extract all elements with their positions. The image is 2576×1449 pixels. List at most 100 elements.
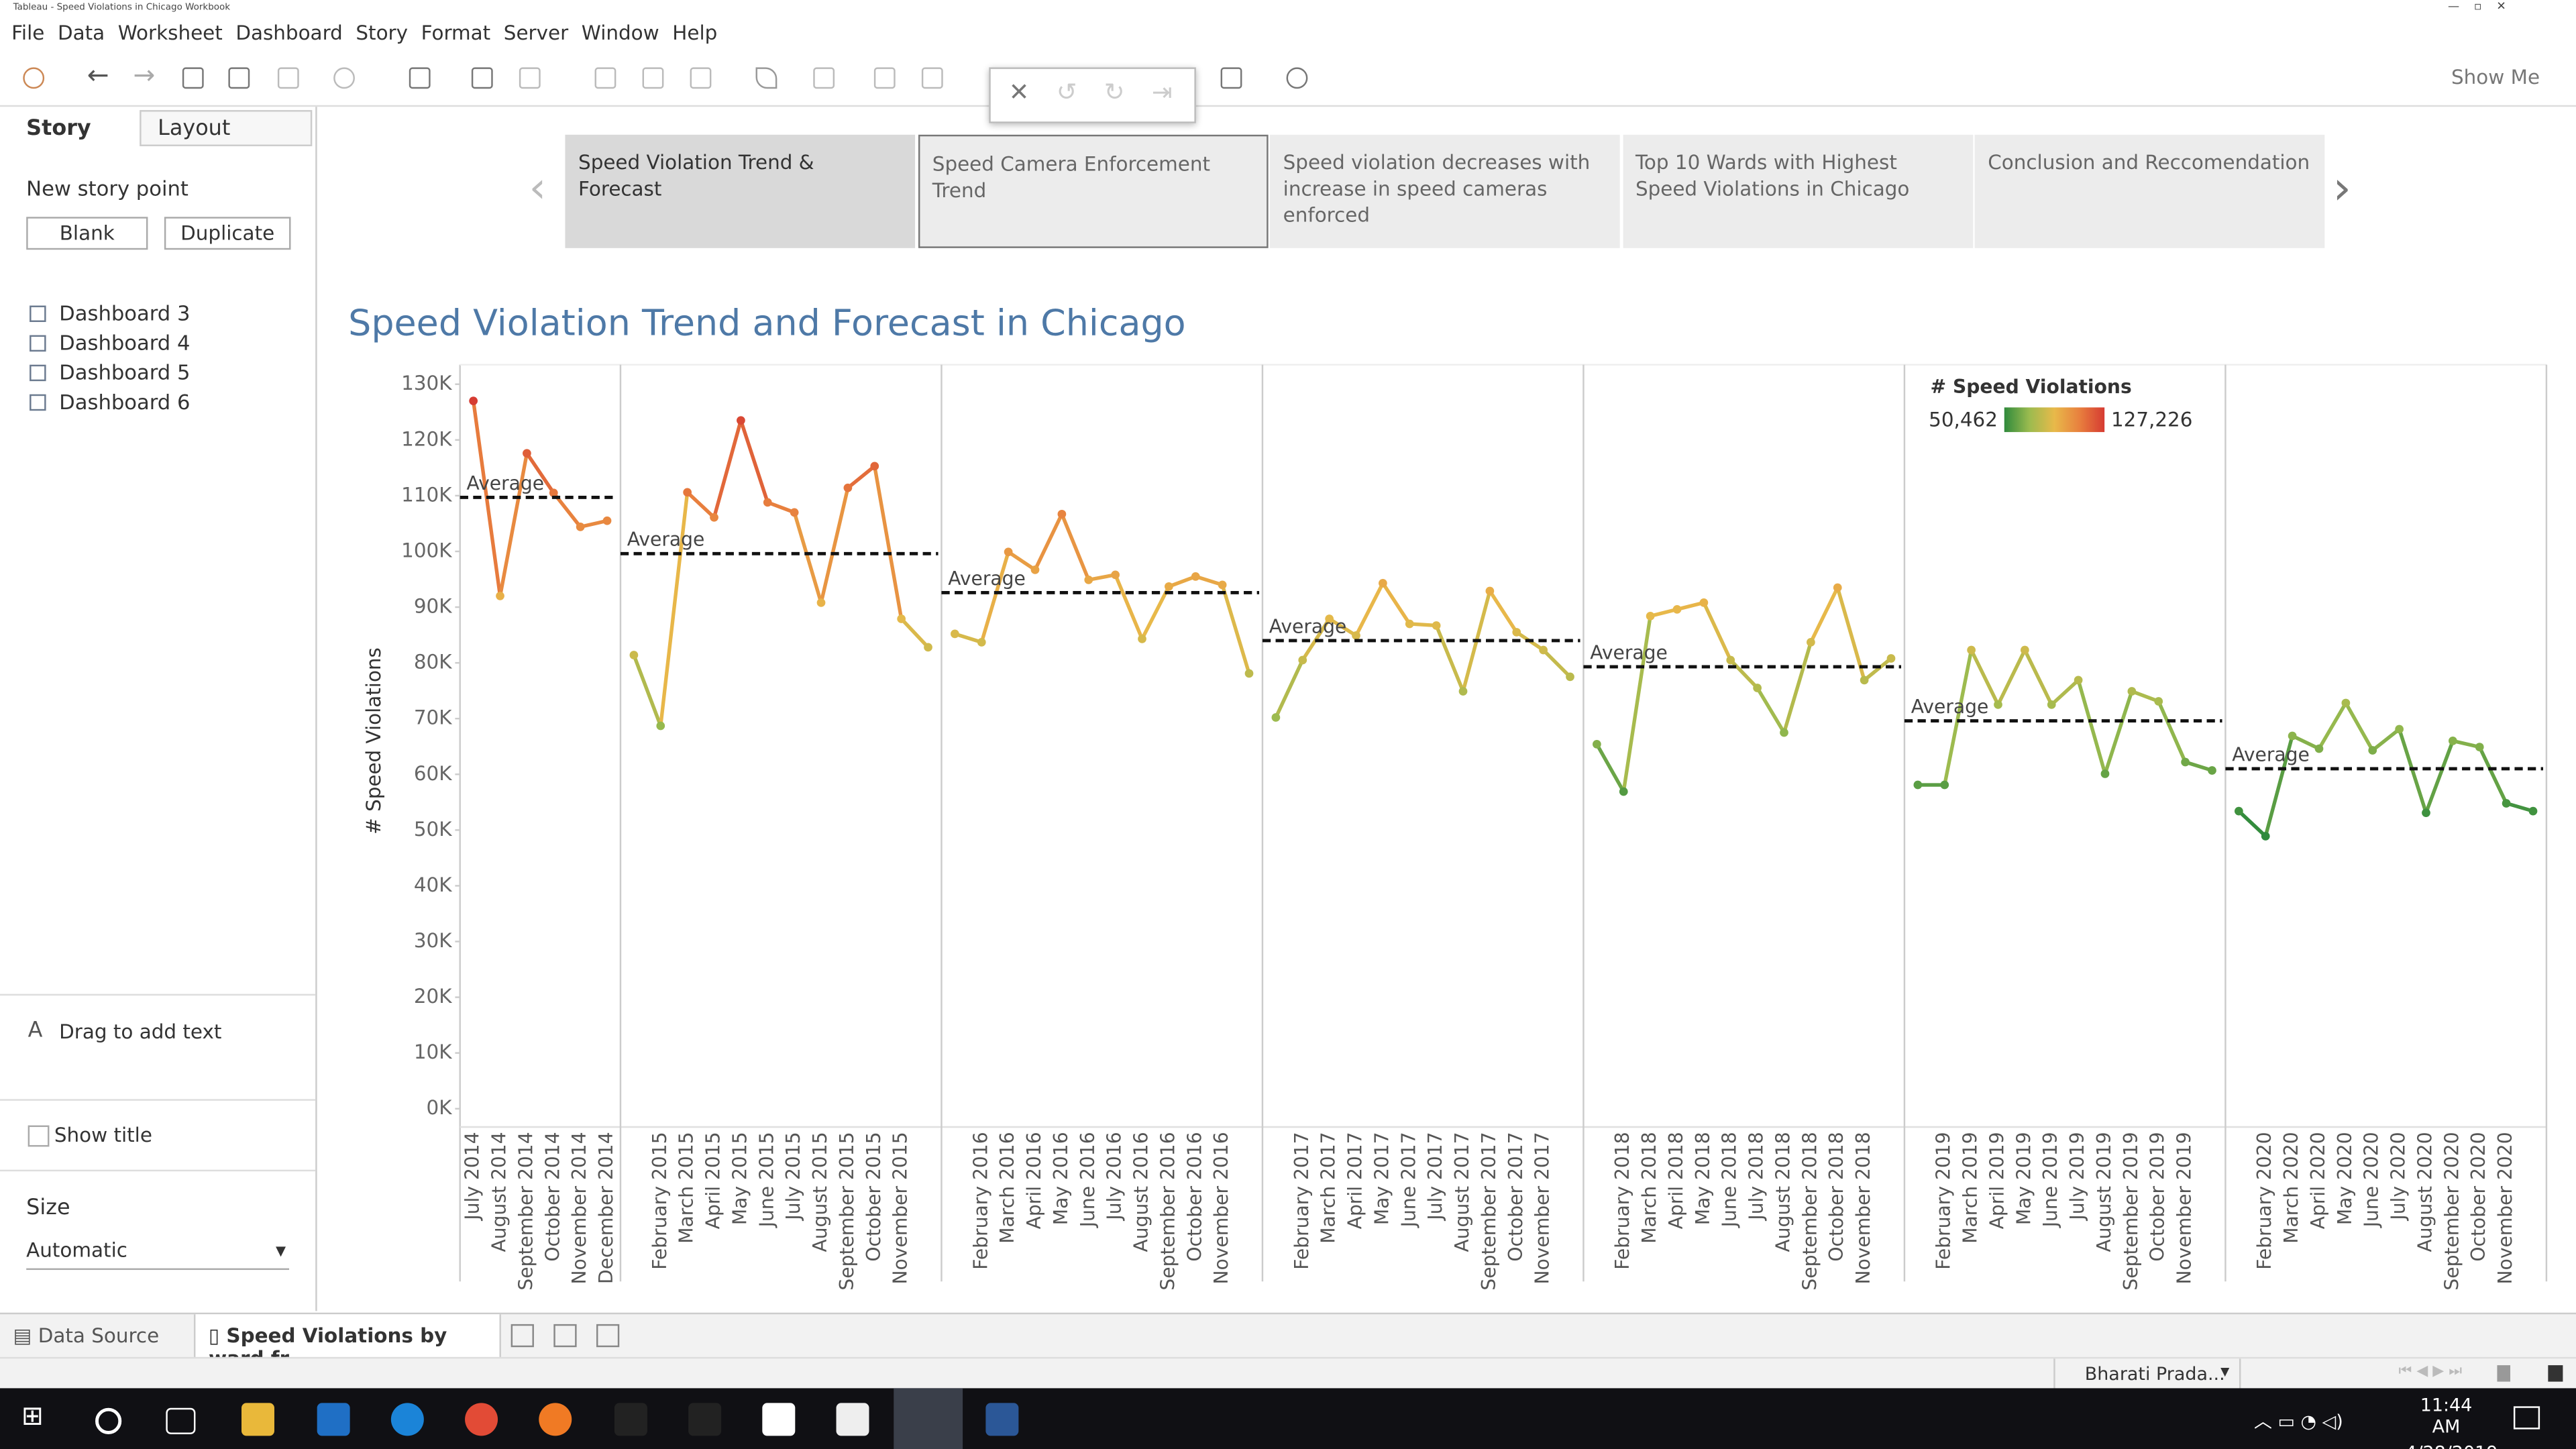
clear-button[interactable] — [519, 67, 541, 89]
sheet-icon[interactable] — [30, 305, 46, 323]
notifications[interactable] — [2513, 1406, 2540, 1430]
app-icon[interactable] — [688, 1403, 722, 1436]
explorer-icon[interactable] — [241, 1403, 274, 1436]
show-me[interactable]: Show Me — [2451, 66, 2540, 89]
view-toggle[interactable] — [2497, 1365, 2563, 1382]
group-button[interactable] — [813, 67, 835, 89]
word-icon[interactable] — [985, 1403, 1019, 1436]
sheet-item[interactable]: Dashboard 5 — [59, 360, 191, 385]
new-story[interactable] — [596, 1324, 620, 1348]
close-icon[interactable]: ✕ — [1008, 77, 1030, 107]
sheet-icon[interactable] — [30, 364, 46, 382]
data-source-tab[interactable]: ▤ Data Source — [13, 1324, 160, 1348]
menu-item[interactable]: Story — [356, 21, 409, 45]
save-button[interactable] — [182, 67, 204, 89]
line-segment — [1542, 649, 1572, 678]
redo-icon[interactable]: ↻ — [1104, 77, 1125, 107]
story-point[interactable]: Conclusion and Reccomendation — [1974, 134, 2325, 248]
page-nav[interactable]: ⏮ ◀ ▶ ⏭ — [2398, 1363, 2463, 1381]
undo-icon[interactable]: ↺ — [1056, 77, 1077, 107]
menu-item[interactable]: File — [11, 21, 45, 45]
menu-item[interactable]: Format — [421, 21, 491, 45]
outlook-icon[interactable] — [317, 1403, 350, 1436]
chrome-icon[interactable] — [465, 1403, 498, 1436]
x-tick-label: July 2016 — [1104, 1132, 1126, 1221]
label-button[interactable] — [873, 67, 896, 89]
show-me-label[interactable]: Show Me — [2451, 65, 2540, 89]
sheet-item[interactable]: Dashboard 4 — [59, 330, 191, 355]
line-segment — [1782, 641, 1813, 733]
new-worksheet[interactable] — [511, 1324, 534, 1348]
data-point — [549, 488, 558, 498]
drag-text[interactable]: Drag to add text — [59, 1020, 222, 1044]
menu-item[interactable]: Data — [57, 21, 105, 45]
x-tick-label: August 2019 — [2093, 1132, 2115, 1252]
new-data-button[interactable] — [228, 67, 250, 89]
layout-tab[interactable]: Layout — [158, 116, 231, 142]
data-source-label[interactable]: Data Source — [38, 1324, 160, 1348]
data-point — [1432, 621, 1441, 630]
sheet-item[interactable]: Dashboard 6 — [59, 389, 191, 415]
clock[interactable]: 11:44 AM 4/28/2019 — [2405, 1395, 2498, 1449]
share-button[interactable] — [1286, 67, 1308, 89]
tableau-icon[interactable] — [23, 67, 45, 89]
x-tick-label: August 2017 — [1451, 1132, 1473, 1252]
prev-arrow[interactable]: ‹ — [529, 164, 547, 214]
duplicate-button[interactable]: Duplicate — [164, 217, 291, 250]
data-point — [2047, 700, 2056, 709]
app-icon[interactable] — [614, 1403, 647, 1436]
tray-icons[interactable]: ︿ ▭ ◔ ◁) — [2254, 1411, 2343, 1433]
user-menu[interactable]: Bharati Prada... ▼ — [2053, 1358, 2241, 1390]
story-tab[interactable]: Story — [26, 116, 91, 142]
menu-item[interactable]: Dashboard — [235, 21, 343, 45]
data-point — [683, 488, 692, 497]
menu-item[interactable]: Window — [581, 21, 659, 45]
sort-desc-button[interactable] — [690, 67, 712, 89]
layout-tab-box[interactable]: Layout — [140, 110, 313, 146]
story-point[interactable]: Speed violation decreases with increase … — [1270, 134, 1620, 248]
menu-item[interactable]: Worksheet — [117, 21, 223, 45]
taskbar: ⊞ ︿ ▭ ◔ ◁) 11:44 AM 4/28/2019 — [0, 1388, 2576, 1449]
start-button[interactable]: ⊞ — [21, 1399, 44, 1432]
pin-button[interactable] — [921, 67, 943, 89]
highlight-button[interactable] — [755, 67, 777, 89]
task-view[interactable] — [166, 1407, 196, 1434]
x-tick-label: March 2018 — [1638, 1132, 1660, 1243]
new-sheet-button[interactable] — [409, 67, 431, 89]
menu-item[interactable]: Server — [503, 21, 569, 45]
duplicate-button[interactable] — [471, 67, 493, 89]
blank-button[interactable]: Blank — [26, 217, 148, 250]
story-point[interactable]: Speed Camera Enforcement Trend — [917, 134, 1268, 248]
next-arrow[interactable]: › — [2332, 161, 2351, 215]
menu-item[interactable]: Help — [672, 21, 718, 45]
firefox-icon[interactable] — [539, 1403, 572, 1436]
sheet-icon[interactable] — [30, 394, 46, 411]
search-button[interactable] — [95, 1407, 122, 1434]
line-segment — [1381, 582, 1411, 625]
story-point[interactable]: Speed Violation Trend & Forecast — [565, 134, 916, 248]
sheet-icon[interactable] — [30, 335, 46, 352]
data-point — [1111, 570, 1120, 580]
refresh-button[interactable] — [333, 67, 355, 89]
edge-icon[interactable] — [390, 1403, 424, 1436]
window-controls[interactable]: — ▫ ✕ — [2447, 0, 2506, 13]
sheet-item[interactable]: Dashboard 3 — [59, 301, 191, 325]
show-title-label[interactable]: Show title — [54, 1124, 152, 1147]
size-dropdown[interactable]: Automatic ▼ — [26, 1238, 290, 1271]
revert-icon[interactable]: ⇥ — [1151, 77, 1173, 107]
user-name[interactable]: Bharati Prada... — [2084, 1363, 2225, 1385]
tableau-task[interactable] — [894, 1388, 963, 1449]
swap-button[interactable] — [594, 67, 616, 89]
size-value[interactable]: Automatic — [26, 1238, 127, 1262]
line-segment — [1729, 659, 1759, 690]
story-point[interactable]: Top 10 Wards with Highest Speed Violatio… — [1622, 134, 1973, 248]
new-dashboard[interactable] — [553, 1324, 577, 1348]
line-segment — [525, 452, 555, 494]
sticky-icon[interactable] — [762, 1403, 796, 1436]
show-title-checkbox[interactable] — [28, 1125, 50, 1147]
presentation-button[interactable] — [1220, 67, 1242, 89]
behance-icon[interactable] — [836, 1403, 869, 1436]
pause-button[interactable] — [277, 67, 299, 89]
sort-asc-button[interactable] — [642, 67, 664, 89]
x-tick-label: August 2014 — [488, 1132, 511, 1252]
